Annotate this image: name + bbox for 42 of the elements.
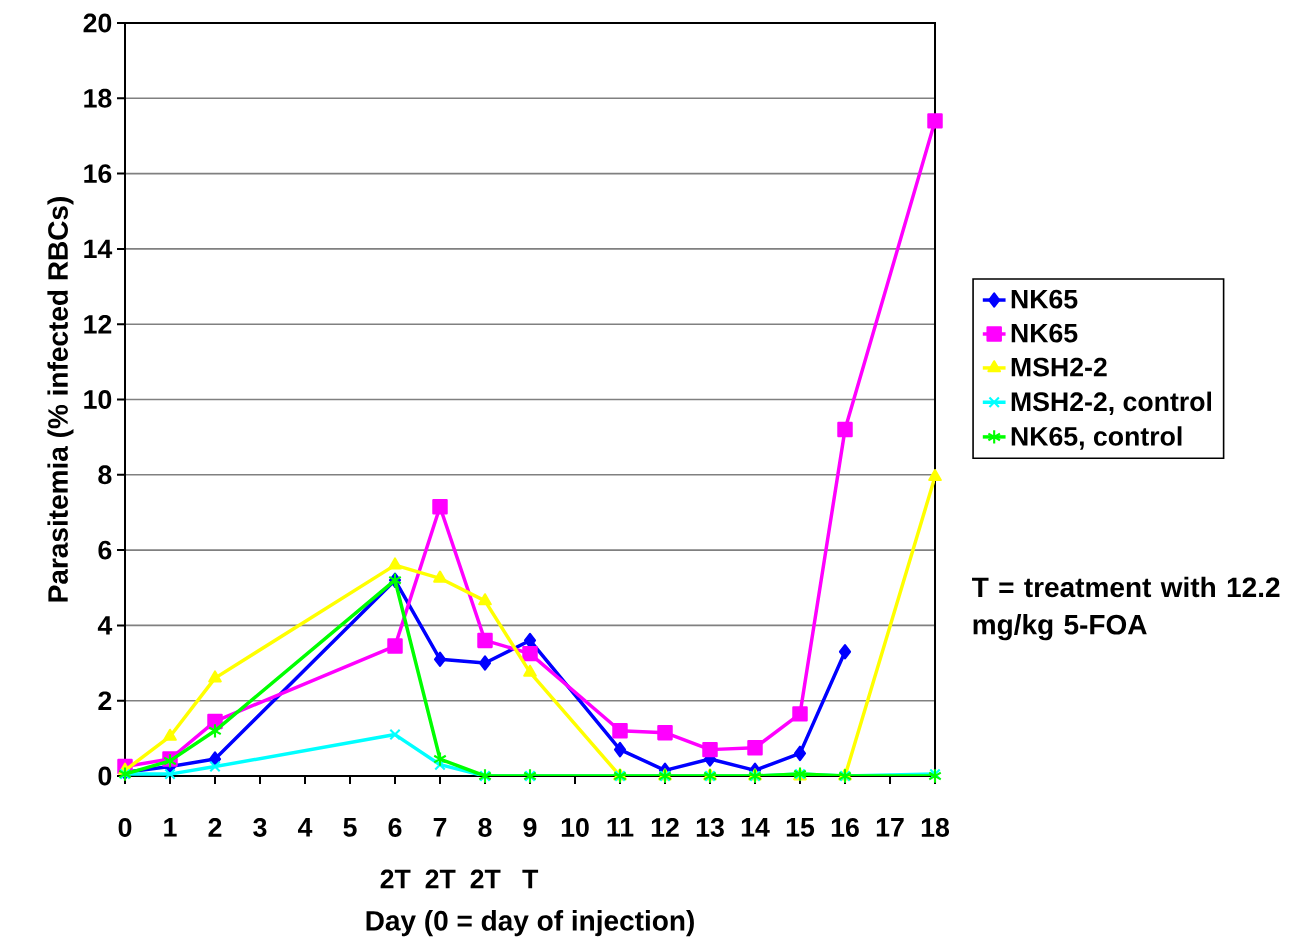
y-tick-label: 8 [98, 465, 112, 485]
y-tick-label: 18 [84, 88, 112, 108]
text: T [522, 869, 539, 889]
x-tick-label: 11 [607, 818, 634, 837]
legend-label: NK65 [1011, 289, 1078, 309]
x-tick-label: 6 [388, 818, 402, 837]
y-tick-label: 12 [84, 314, 112, 334]
legend-label: MSH2-2 [1011, 357, 1107, 377]
x-tick-label: 2 [208, 818, 222, 837]
x-tick-label: 9 [523, 818, 537, 837]
y-tick-label: 10 [84, 390, 112, 409]
x-tick-label: 14 [741, 818, 770, 837]
y-tick-label: 14 [84, 239, 113, 259]
x-tick-label: 13 [696, 818, 724, 837]
x-tick-label: 7 [433, 818, 447, 837]
x-tick-label: 1 [164, 818, 177, 837]
x-tick-label: 18 [921, 818, 950, 837]
text: 2T [380, 869, 411, 889]
x-axis-title: Day (0 = day of injection) [366, 910, 694, 937]
legend-label: NK65, control [1011, 426, 1182, 450]
x-tick-label: 5 [343, 818, 357, 837]
x-tick-label: 0 [118, 818, 132, 837]
y-axis-title: Parasitemia (% infected RBCs) [47, 197, 74, 602]
text: T = treatment with 12.2 mg/kg 5-FOA [972, 576, 1280, 641]
y-tick-label: 16 [84, 164, 112, 184]
y-tick-label: 4 [97, 616, 113, 635]
x-tick-label: 16 [831, 818, 859, 837]
legend-label: NK65 [1011, 323, 1078, 343]
x-tick-label: 3 [253, 818, 267, 837]
y-tick-label: 20 [83, 13, 112, 33]
text: 2T [425, 869, 456, 889]
x-tick-label: 8 [478, 818, 492, 837]
x-tick-label: 17 [876, 818, 904, 837]
y-tick-label: 6 [98, 540, 112, 560]
x-tick-label: 15 [786, 818, 815, 837]
x-tick-label: 4 [297, 818, 313, 837]
text: 2T [470, 869, 501, 889]
x-tick-label: 12 [651, 818, 679, 837]
y-tick-label: 0 [98, 766, 112, 786]
y-tick-label: 2 [98, 691, 112, 710]
legend-label: MSH2-2, control [1011, 391, 1212, 416]
x-tick-label: 10 [561, 818, 589, 837]
